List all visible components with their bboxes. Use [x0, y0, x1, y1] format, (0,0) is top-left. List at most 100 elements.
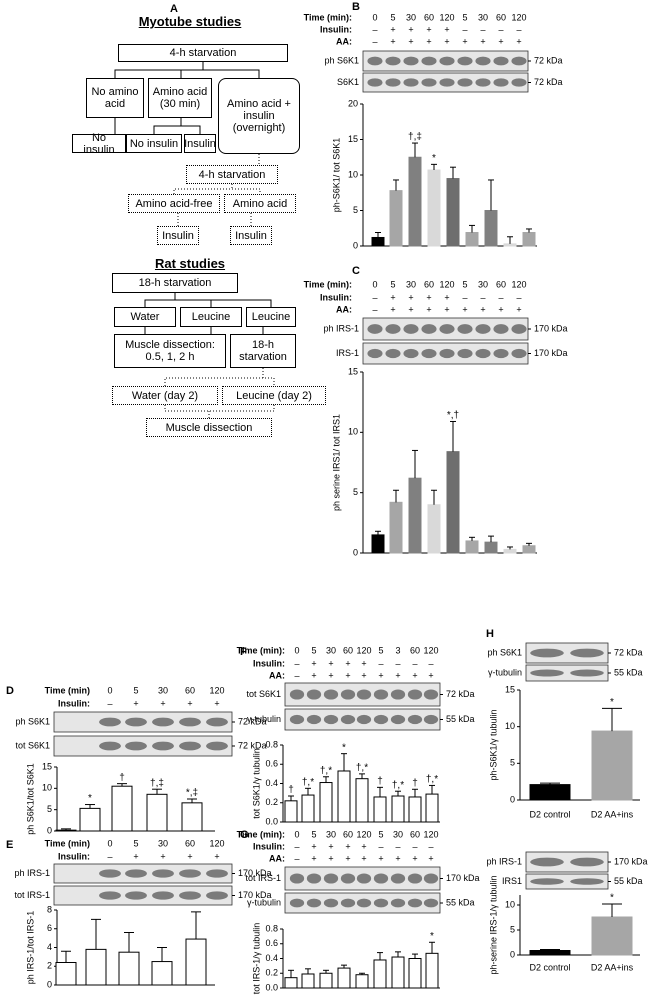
band-label: ph IRS-1: [323, 323, 359, 333]
condition-cell: 60: [496, 12, 506, 22]
band-label: γ-tubulin: [247, 714, 281, 724]
condition-cell: +: [361, 658, 366, 668]
error-bar: [157, 947, 167, 962]
blot-band: [423, 689, 439, 700]
y-tick-label: 0: [353, 240, 358, 250]
diagram-node: Leucine: [246, 307, 296, 327]
y-tick-label: 0: [47, 825, 52, 835]
significance-label: †,*: [320, 765, 332, 776]
condition-cell: –: [412, 841, 417, 851]
condition-cell: 60: [424, 279, 434, 289]
condition-cell: +: [378, 670, 383, 680]
band-label: IRS-1: [336, 348, 359, 358]
blot-band: [385, 324, 401, 334]
diagram-node: Amino acid (30 min): [148, 78, 212, 118]
condition-label: AA:: [269, 670, 285, 680]
diagram-node: Amino acid: [224, 194, 296, 213]
blot-band: [511, 324, 527, 334]
blot-band: [152, 869, 174, 878]
blot-band: [356, 714, 372, 725]
condition-cell: 5: [378, 645, 383, 655]
condition-cell: –: [462, 292, 467, 302]
condition-cell: 120: [356, 645, 371, 655]
condition-cell: +: [426, 36, 431, 46]
error-bar: [412, 142, 418, 158]
y-tick-label: 0: [510, 794, 515, 804]
condition-label: Time (min):: [304, 12, 352, 22]
y-tick-label: 0.6: [265, 759, 278, 769]
error-bar: [412, 449, 418, 479]
diagram-node: 18-h starvation: [112, 273, 238, 293]
panel-label: H: [486, 628, 494, 640]
condition-cell: 0: [294, 645, 299, 655]
band-label: tot S6K1: [246, 689, 281, 699]
blot-band: [152, 717, 174, 727]
error-bar: [431, 489, 437, 505]
panel-label: C: [352, 265, 360, 277]
bar: [337, 770, 351, 823]
condition-cell: 0: [294, 829, 299, 839]
condition-cell: +: [187, 851, 192, 861]
condition-label: Time (min):: [237, 645, 285, 655]
blot-band: [340, 689, 356, 700]
error-bar: [526, 542, 532, 546]
bar: [427, 169, 441, 247]
error-bar: [469, 536, 475, 541]
blot-band: [457, 78, 473, 87]
bar: [529, 784, 571, 801]
bar: [427, 504, 441, 554]
significance-label: †,*: [392, 780, 404, 791]
condition-cell: –: [498, 292, 503, 302]
kda-label: 170 kDa: [238, 868, 272, 878]
bar: [371, 236, 385, 247]
bar: [391, 956, 405, 989]
error-bar: [61, 950, 71, 963]
bar: [355, 974, 369, 989]
y-tick-label: 10: [348, 427, 358, 437]
kda-label: 170 kDa: [238, 890, 272, 900]
bar: [446, 451, 460, 554]
blot-band: [367, 324, 383, 334]
error-bar: [450, 166, 456, 179]
error-bar: [602, 707, 622, 732]
condition-cell: +: [361, 853, 366, 863]
band-label: ph S6K1: [487, 647, 522, 657]
blot-band: [99, 891, 121, 900]
condition-cell: –: [372, 292, 377, 302]
blot-band: [385, 78, 401, 87]
y-tick-label: 10: [505, 721, 515, 731]
y-tick-label: 0.4: [265, 778, 278, 788]
blot-band: [530, 669, 564, 677]
condition-cell: +: [390, 36, 395, 46]
kda-label: 72 kDa: [238, 740, 267, 750]
y-tick-label: 0.8: [265, 739, 278, 749]
condition-cell: +: [345, 658, 350, 668]
bar: [337, 967, 351, 989]
condition-cell: –: [412, 658, 417, 668]
error-bar: [85, 804, 95, 809]
blot-band: [457, 324, 473, 334]
bar: [319, 782, 333, 823]
diagram-node: Amino acid + insulin (overnight): [218, 78, 300, 154]
blot-band: [457, 56, 473, 66]
significance-label: †,*: [302, 777, 314, 788]
blot-band: [493, 348, 509, 359]
diagram-title: Myotube studies: [138, 14, 242, 29]
error-bar: [488, 535, 494, 543]
blot-band: [289, 873, 305, 884]
kda-label: 170 kDa: [534, 348, 568, 358]
condition-cell: +: [426, 24, 431, 34]
x-tick-label: D2 control: [529, 809, 570, 819]
condition-cell: 30: [406, 12, 416, 22]
bar: [373, 796, 387, 823]
blot-band: [570, 669, 604, 677]
diagram-node: Insulin: [157, 226, 199, 245]
condition-cell: –: [294, 670, 299, 680]
condition-label: Time (min): [45, 838, 90, 848]
blot-band: [306, 898, 322, 908]
bar: [55, 829, 77, 832]
condition-cell: +: [428, 853, 433, 863]
bar: [503, 243, 517, 247]
kda-label: 55 kDa: [446, 897, 475, 907]
blot-band: [457, 348, 473, 359]
